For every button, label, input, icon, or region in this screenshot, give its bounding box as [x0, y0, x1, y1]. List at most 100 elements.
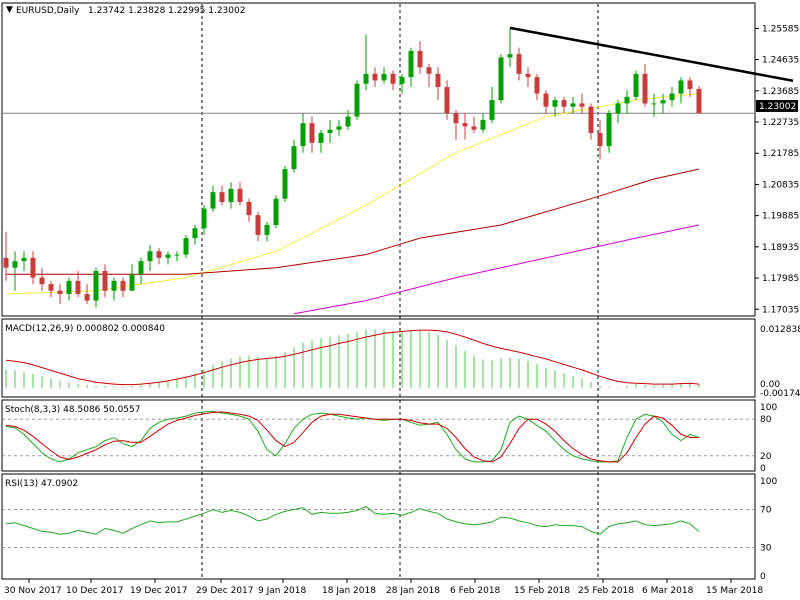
candle[interactable] [273, 198, 279, 225]
candle[interactable] [300, 123, 306, 147]
symbol-dropdown-icon[interactable]: ▼ [6, 5, 13, 15]
price-tick-label: 1.22735 [762, 118, 799, 128]
candle[interactable] [669, 93, 675, 101]
candle[interactable] [3, 257, 9, 268]
price-panel[interactable] [2, 26, 794, 315]
candle[interactable] [606, 113, 612, 147]
candle[interactable] [174, 254, 180, 256]
candle[interactable] [354, 83, 360, 117]
candle[interactable] [372, 73, 378, 81]
stoch-signal-line [5, 411, 699, 463]
candle[interactable] [579, 103, 585, 107]
candle[interactable] [426, 67, 432, 74]
candle[interactable] [660, 100, 666, 104]
candle[interactable] [516, 54, 522, 74]
candle[interactable] [489, 100, 495, 120]
candle[interactable] [633, 73, 639, 97]
rsi-panel[interactable]: 100 70 30 0 [2, 477, 777, 582]
candle[interactable] [453, 113, 459, 124]
candle[interactable] [120, 280, 126, 291]
candle[interactable] [219, 192, 225, 202]
candle[interactable] [156, 251, 162, 258]
candle[interactable] [327, 129, 333, 133]
candle[interactable] [282, 169, 288, 199]
candle[interactable] [129, 274, 135, 291]
price-tick-label: 1.17985 [762, 274, 799, 284]
candle[interactable] [624, 96, 630, 104]
candle[interactable] [399, 77, 405, 84]
candle[interactable] [552, 100, 558, 107]
candle[interactable] [201, 208, 207, 229]
candle[interactable] [336, 126, 342, 130]
candle[interactable] [381, 73, 387, 81]
candle[interactable] [363, 73, 369, 84]
candle[interactable] [498, 57, 504, 101]
candle[interactable] [111, 280, 117, 291]
candle[interactable] [147, 251, 153, 262]
candle[interactable] [525, 73, 531, 78]
symbol-timeframe: EURUSD,Daily [16, 6, 80, 16]
candle[interactable] [642, 73, 648, 104]
candle[interactable] [30, 257, 36, 278]
current-price-label: 1.23002 [759, 102, 796, 112]
candle[interactable] [93, 271, 99, 301]
candle[interactable] [651, 103, 657, 105]
candle[interactable] [102, 271, 108, 291]
candle[interactable] [417, 50, 423, 68]
stoch-main-line [5, 410, 700, 463]
candle[interactable] [696, 88, 702, 114]
candle[interactable] [561, 100, 567, 107]
candle[interactable] [228, 188, 234, 202]
candle[interactable] [255, 215, 261, 235]
candle[interactable] [165, 254, 171, 258]
candle[interactable] [84, 294, 90, 301]
price-tick-label: 1.20835 [762, 180, 799, 190]
candle[interactable] [507, 54, 513, 58]
candle[interactable] [462, 123, 468, 127]
candle[interactable] [543, 93, 549, 107]
candle[interactable] [12, 261, 18, 268]
candle[interactable] [390, 73, 396, 84]
candle[interactable] [39, 277, 45, 285]
candle[interactable] [597, 133, 603, 147]
candle[interactable] [471, 126, 477, 130]
candle[interactable] [66, 280, 72, 294]
candle[interactable] [192, 228, 198, 239]
stoch-panel-frame [1, 399, 756, 472]
time-tick-label: 15 Mar 2018 [706, 586, 763, 596]
candle[interactable] [687, 80, 693, 89]
stoch-panel[interactable]: 100 80 20 0 [2, 403, 777, 474]
candle[interactable] [435, 73, 441, 87]
candle[interactable] [183, 238, 189, 255]
current-price-box [756, 100, 798, 112]
candle[interactable] [210, 192, 216, 209]
candle[interactable] [318, 133, 324, 143]
macd-panel[interactable]: 0.012838 0.00-0.001749 [5, 325, 800, 399]
candle[interactable] [138, 261, 144, 275]
candle[interactable] [246, 202, 252, 216]
candle[interactable] [57, 290, 63, 294]
candle[interactable] [21, 257, 27, 262]
candle[interactable] [345, 116, 351, 127]
candle[interactable] [615, 103, 621, 114]
rsi-line [5, 506, 700, 535]
time-axis: 30 Nov 2017 10 Dec 2017 19 Dec 2017 29 Dec … [4, 579, 763, 596]
candle[interactable] [408, 50, 414, 78]
candle[interactable] [588, 106, 594, 133]
candle[interactable] [264, 225, 270, 235]
candle[interactable] [291, 146, 297, 170]
candle[interactable] [309, 123, 315, 143]
candle[interactable] [480, 119, 486, 130]
candle[interactable] [444, 87, 450, 114]
candle[interactable] [678, 80, 684, 94]
candle[interactable] [48, 284, 54, 291]
candle[interactable] [534, 77, 540, 94]
candle[interactable] [570, 103, 576, 107]
time-tick-label: 18 Jan 2018 [322, 586, 376, 596]
candle[interactable] [75, 280, 81, 294]
price-axis: 1.25585 1.24635 1.23685 1.22735 1.21785 1.208… [755, 24, 799, 315]
candle[interactable] [237, 188, 243, 202]
trendline[interactable] [509, 26, 794, 83]
time-tick-label: 6 Feb 2018 [450, 586, 501, 596]
